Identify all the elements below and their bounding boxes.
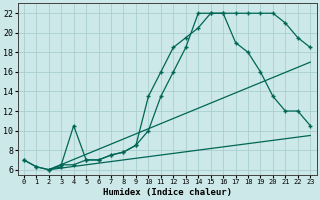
X-axis label: Humidex (Indice chaleur): Humidex (Indice chaleur) xyxy=(103,188,232,197)
